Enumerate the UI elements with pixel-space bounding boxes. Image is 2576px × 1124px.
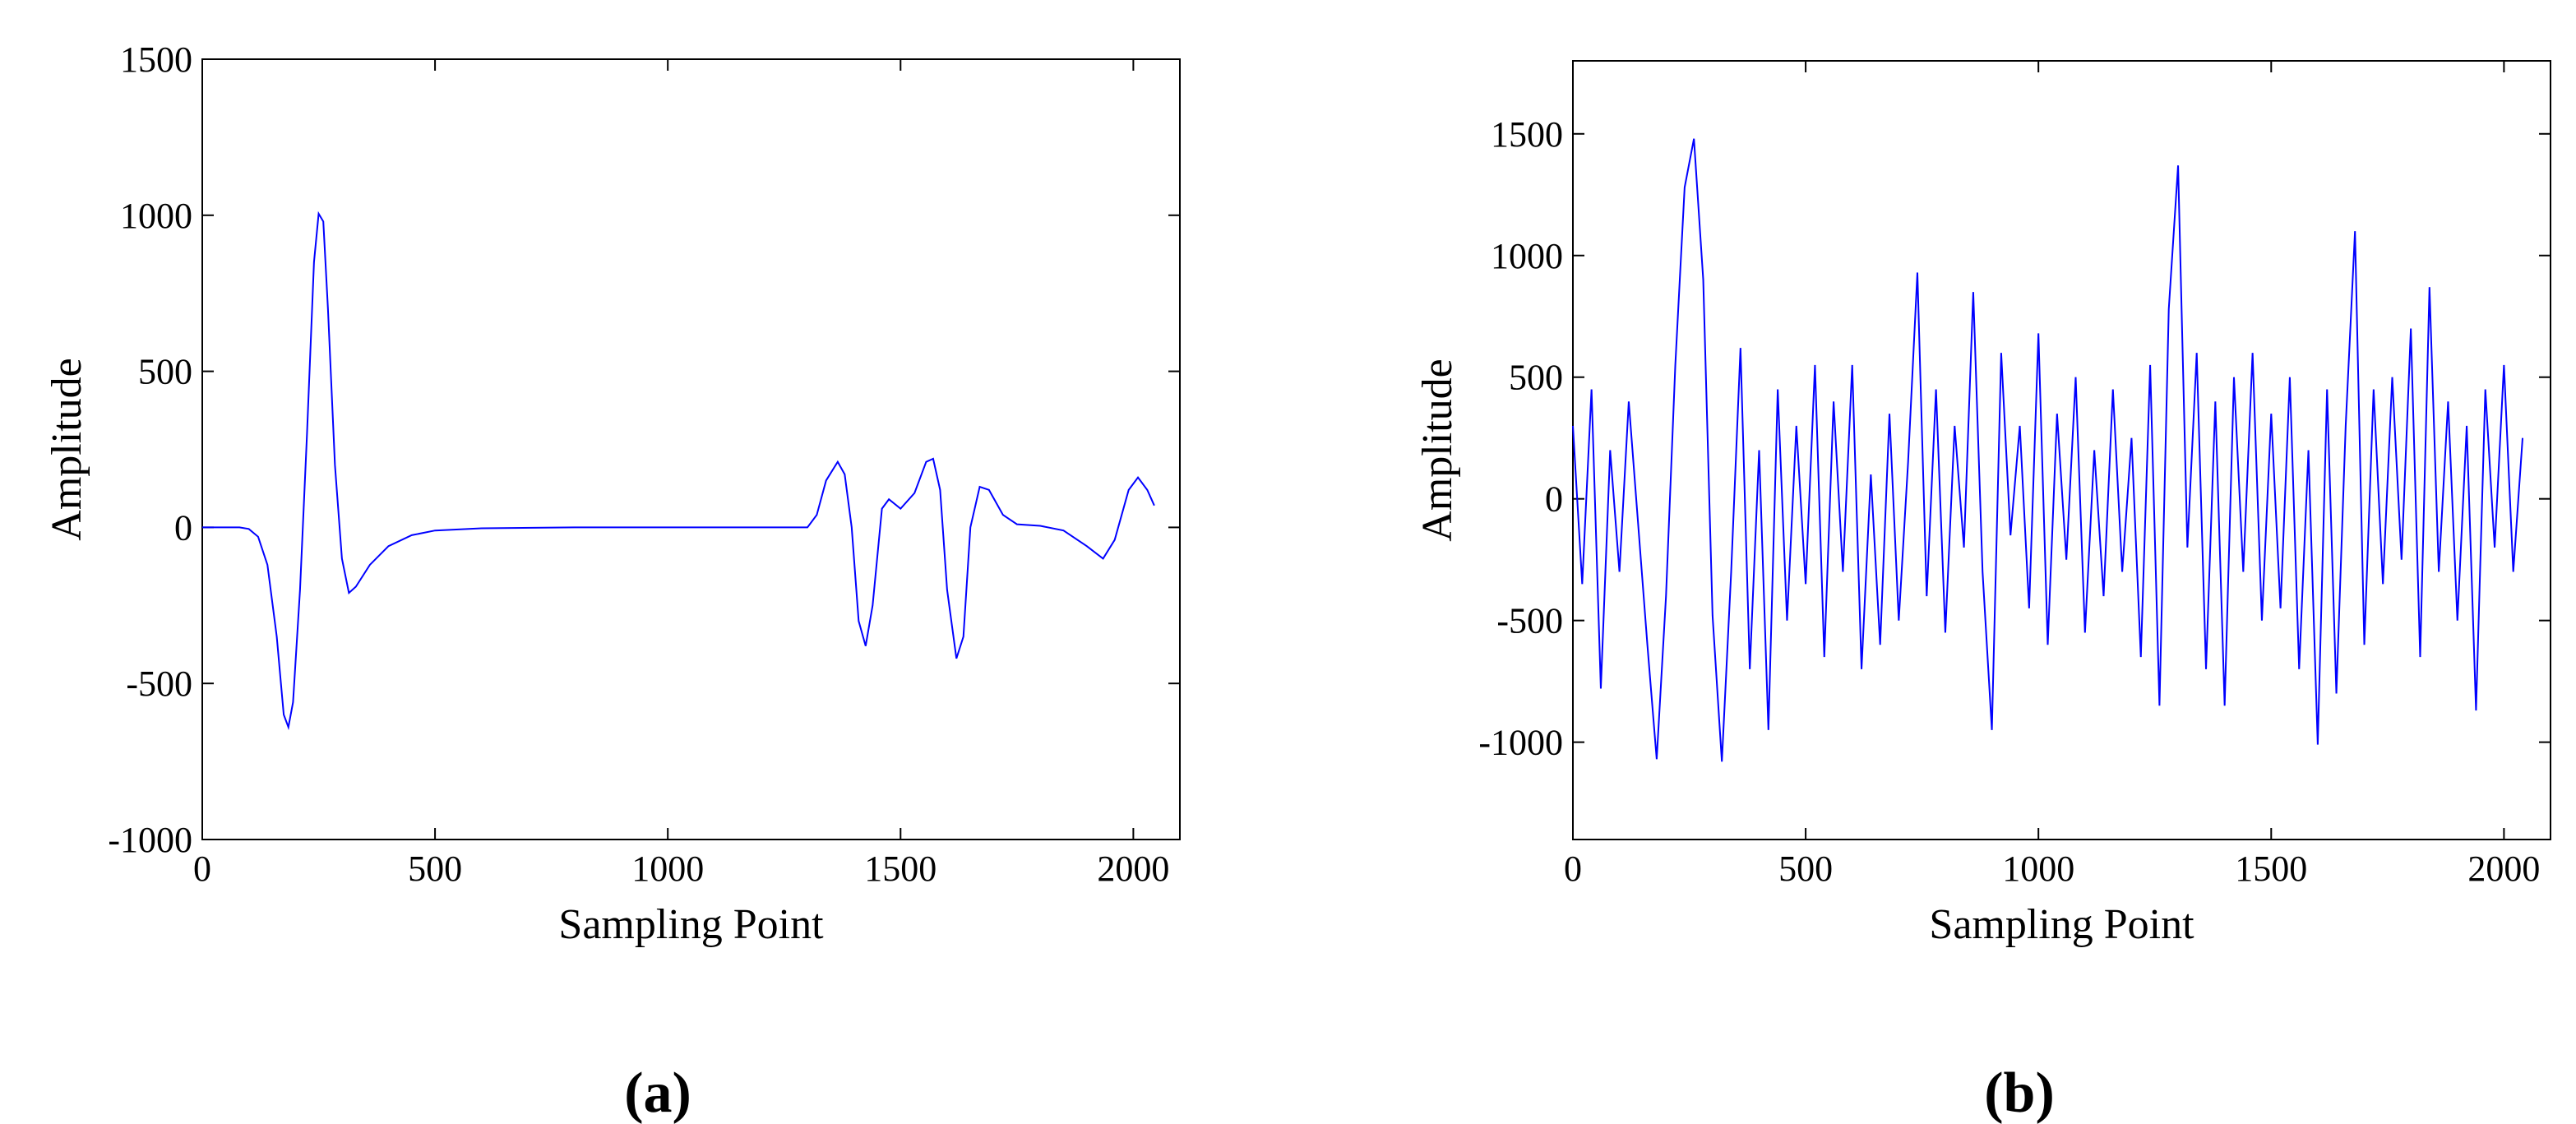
y-tick-label: 1500 [1491, 114, 1563, 155]
panel-caption: (b) [1984, 1062, 2055, 1124]
x-tick-label: 0 [1564, 849, 1582, 889]
x-tick-label: 1500 [864, 849, 937, 889]
panel-caption: (a) [624, 1062, 691, 1124]
x-tick-label: 1500 [2235, 849, 2307, 889]
y-tick-label: -500 [1496, 601, 1563, 641]
y-tick-label: 0 [174, 507, 192, 548]
x-axis-label: Sampling Point [1929, 901, 2194, 948]
x-tick-label: 2000 [1097, 849, 1169, 889]
data-line [1572, 138, 2524, 762]
x-tick-label: 1000 [631, 849, 704, 889]
x-tick-label: 0 [193, 849, 211, 889]
y-tick-label: 1500 [120, 39, 192, 80]
y-axis-label: Amplitude [1414, 358, 1461, 541]
y-tick-label: -500 [126, 664, 192, 704]
y-tick-label: -1000 [1478, 723, 1563, 763]
x-tick-label: 2000 [2467, 849, 2540, 889]
x-axis-label: Sampling Point [558, 901, 824, 948]
y-tick-label: 500 [138, 352, 192, 392]
plot-area [201, 58, 1181, 840]
x-tick-label: 500 [408, 849, 462, 889]
y-tick-label: 1000 [1491, 236, 1563, 276]
y-tick-label: 1000 [120, 196, 192, 236]
y-tick-label: -1000 [108, 820, 192, 860]
data-line [202, 210, 1155, 731]
x-tick-label: 1000 [2002, 849, 2074, 889]
y-tick-label: 500 [1509, 358, 1563, 398]
x-tick-label: 500 [1778, 849, 1833, 889]
y-axis-label: Amplitude [44, 358, 90, 540]
y-tick-label: 0 [1545, 479, 1563, 520]
